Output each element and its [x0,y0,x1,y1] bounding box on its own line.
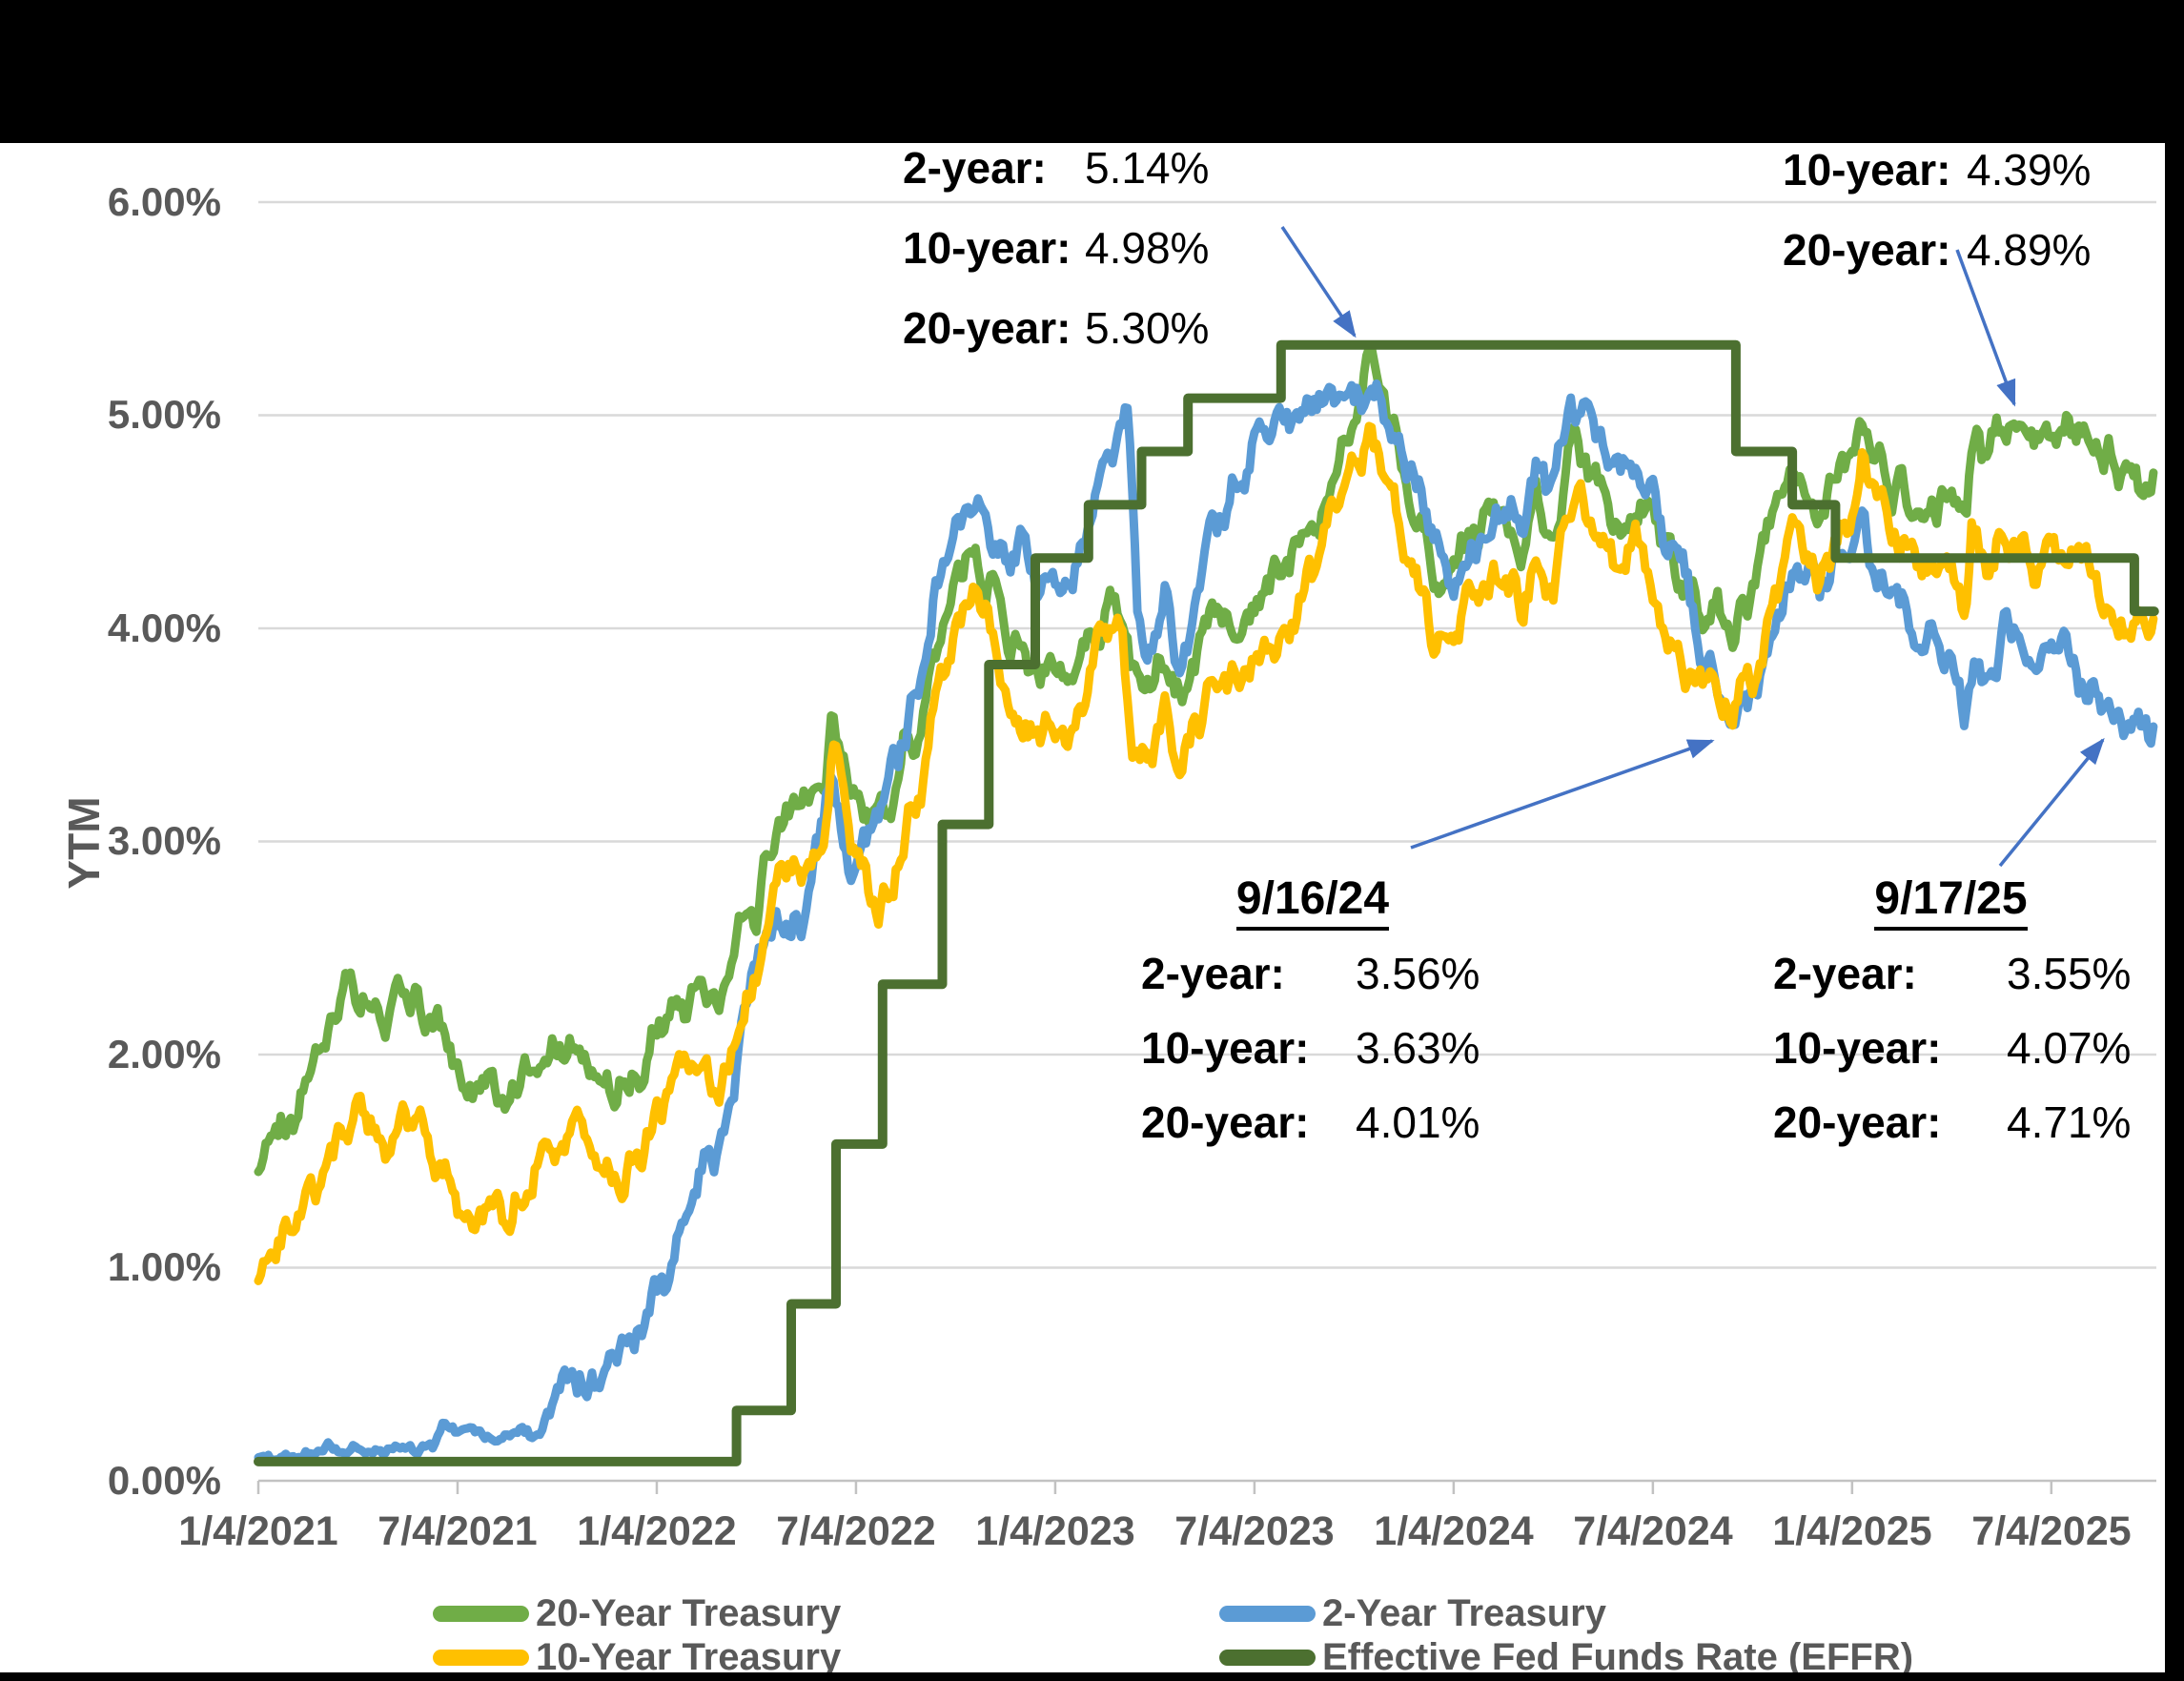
annotation-arrow-2 [1410,739,1715,850]
annotation-value: 4.07% [2007,1023,2132,1073]
annotation-label: 20-year: [903,303,1072,353]
y-tick-label-3: 3.00% [107,818,221,863]
annotation-label: 2-year: [1773,949,1917,998]
annotation-row: 10-year: 4.39% [1783,135,2091,215]
annotation-label: 10-year: [1773,1023,1942,1073]
legend-item-2-year-treasury: 2-Year Treasury [1219,1590,1606,1636]
annotation-row: 20-year: 4.89% [1783,215,2091,296]
x-tick-label-0: 1/4/2021 [178,1508,338,1554]
annotation-label: 20-year: [1783,225,1951,275]
legend-swatch-effr [1219,1649,1316,1666]
annotation-value: 4.98% [1085,223,1210,273]
annotation-label: 2-year: [1141,949,1285,998]
annotation-row: 2-year: 3.56% [1141,942,1480,1016]
annotation-row: 10-year: 4.98% [903,214,1209,294]
annotation-label: 20-year: [1141,1097,1310,1147]
annotation-label: 10-year: [1783,145,1951,195]
x-tick-label-8: 1/4/2025 [1772,1508,1932,1554]
annotation-peak-oct-2023: 2-year: 5.14% 10-year: 4.98% 20-year: 5.30% [903,133,1209,374]
x-tick-label-3: 7/4/2022 [776,1508,936,1554]
annotation-label: 10-year: [1141,1023,1310,1073]
x-tick-label-2: 1/4/2022 [577,1508,737,1554]
top-matte-bar [0,0,2184,143]
y-tick-label-4: 4.00% [107,605,221,650]
annotation-arrow-1 [1955,249,2016,407]
legend-label-effr: Effective Fed Funds Rate (EFFR) [1322,1635,1914,1678]
annotation-row: 20-year: 4.01% [1141,1091,1480,1165]
annotation-value: 4.39% [1967,145,2092,195]
annotation-date-text: 9/17/25 [1874,873,2028,931]
x-tick-label-7: 7/4/2024 [1573,1508,1733,1554]
annotation-date-text: 9/16/24 [1235,873,1390,931]
annotation-date: 9/17/25 [1773,872,2129,942]
annotation-row: 10-year: 3.63% [1141,1016,1480,1091]
legend-label-10-year: 10-Year Treasury [536,1635,842,1678]
annotation-row: 20-year: 4.71% [1773,1091,2131,1165]
annotation-value: 3.55% [2007,949,2132,998]
annotation-value: 4.01% [1356,1097,1480,1147]
annotation-value: 5.14% [1085,143,1210,193]
legend-item-20-year-treasury: 20-Year Treasury [433,1590,841,1636]
legend-swatch-20-year [433,1605,529,1622]
legend-item-effr: Effective Fed Funds Rate (EFFR) [1219,1634,1913,1680]
annotation-label: 20-year: [1773,1097,1942,1147]
annotation-arrow-3 [1998,737,2105,868]
annotation-spring-2025: 10-year: 4.39% 20-year: 4.89% [1783,135,2091,296]
annotation-date: 9/16/24 [1155,872,1470,942]
y-tick-label-0: 0.00% [107,1458,221,1503]
x-tick-label-1: 7/4/2021 [378,1508,538,1554]
y-tick-label-6: 6.00% [107,179,221,224]
annotation-row: 2-year: 3.55% [1773,942,2131,1016]
annotation-label: 10-year: [903,223,1072,273]
annotation-sep-16-2024: 9/16/24 2-year: 3.56% 10-year: 3.63% 20-ye… [1141,872,1480,1165]
y-tick-label-5: 5.00% [107,392,221,437]
annotation-sep-17-2025: 9/17/25 2-year: 3.55% 10-year: 4.07% 20-ye… [1773,872,2131,1165]
x-tick-label-9: 7/4/2025 [1971,1508,2132,1554]
annotation-arrow-0 [1280,226,1357,338]
annotation-value: 3.63% [1356,1023,1480,1073]
x-tick-label-5: 7/4/2023 [1174,1508,1335,1554]
annotation-label: 2-year: [903,143,1047,193]
annotation-row: 10-year: 4.07% [1773,1016,2131,1091]
legend-item-10-year-treasury: 10-Year Treasury [433,1634,841,1680]
annotation-value: 4.71% [2007,1097,2132,1147]
y-tick-label-2: 2.00% [107,1032,221,1076]
x-tick-label-6: 1/4/2024 [1374,1508,1534,1554]
y-tick-label-1: 1.00% [107,1244,221,1289]
annotation-value: 3.56% [1356,949,1480,998]
annotation-row: 2-year: 5.14% [903,133,1209,214]
right-matte-bar [2165,0,2184,1681]
annotation-value: 4.89% [1967,225,2092,275]
annotation-value: 5.30% [1085,303,1210,353]
x-tick-label-4: 1/4/2023 [975,1508,1135,1554]
effective-fed-funds-rate-effr--line [254,339,2159,1466]
legend-label-20-year: 20-Year Treasury [536,1591,842,1634]
legend-swatch-10-year [433,1649,529,1666]
bottom-matte-bar [0,1672,2184,1681]
legend-label-2-year: 2-Year Treasury [1322,1591,1606,1634]
20-year-treasury-line [254,342,2158,1177]
legend-swatch-2-year [1219,1605,1316,1622]
annotation-row: 20-year: 5.30% [903,294,1209,374]
